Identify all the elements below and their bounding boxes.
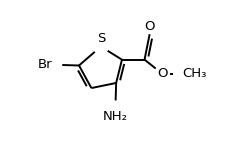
Text: O: O (157, 67, 167, 80)
Text: S: S (97, 32, 105, 45)
Text: CH₃: CH₃ (182, 67, 207, 80)
Text: O: O (144, 20, 155, 33)
Text: NH₂: NH₂ (103, 110, 128, 123)
Text: Br: Br (38, 58, 53, 71)
